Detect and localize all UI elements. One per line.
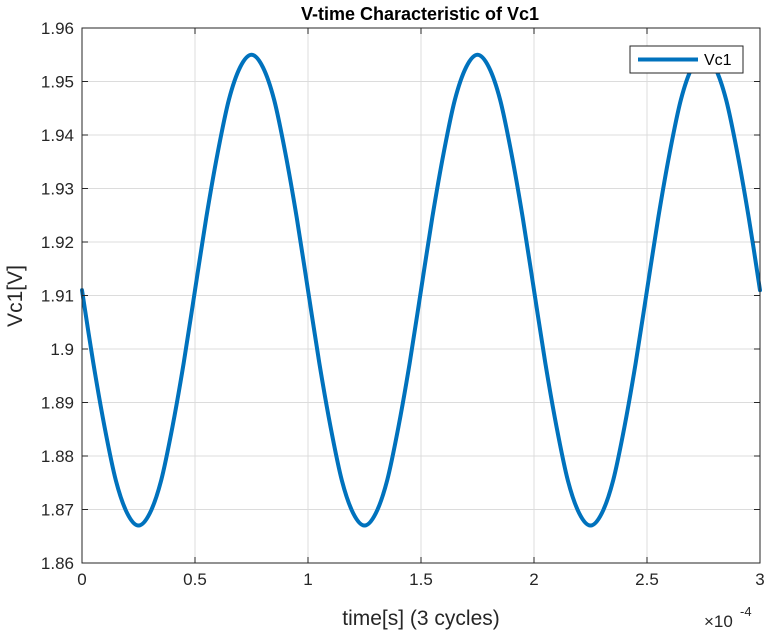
axis-ticks: 0 0.5 1 1.5 2 2.5 3 1.86 1.87 1.88 1.89 1.9 1.91 1.92… bbox=[41, 19, 765, 589]
y-tick-label: 1.9 bbox=[50, 340, 74, 359]
x-exponent-base: ×10 bbox=[704, 612, 733, 631]
y-tick-label: 1.89 bbox=[41, 394, 74, 413]
x-tick-label: 2.5 bbox=[635, 570, 659, 589]
x-axis-label: time[s] (3 cycles) bbox=[342, 607, 500, 630]
series-line-vc1 bbox=[80, 52, 762, 528]
legend-label-vc1: Vc1 bbox=[704, 52, 732, 69]
x-exponent-power: -4 bbox=[740, 604, 752, 619]
y-tick-label: 1.87 bbox=[41, 501, 74, 520]
x-tick-label: 0.5 bbox=[183, 570, 207, 589]
x-tick-label: 2 bbox=[529, 570, 538, 589]
x-axis-exponent: ×10 -4 bbox=[704, 604, 752, 631]
y-tick-label: 1.92 bbox=[41, 233, 74, 252]
x-tick-label: 1.5 bbox=[409, 570, 433, 589]
y-tick-label: 1.94 bbox=[41, 126, 74, 145]
series-layer bbox=[80, 52, 762, 528]
y-tick-label: 1.93 bbox=[41, 180, 74, 199]
chart-title: V-time Characteristic of Vc1 bbox=[301, 4, 539, 24]
y-tick-label: 1.95 bbox=[41, 73, 74, 92]
y-axis-label: Vc1[V] bbox=[4, 265, 27, 327]
y-tick-label: 1.96 bbox=[41, 19, 74, 38]
y-tick-label: 1.91 bbox=[41, 287, 74, 306]
x-tick-label: 1 bbox=[303, 570, 312, 589]
legend: Vc1 bbox=[629, 45, 744, 74]
y-tick-label: 1.88 bbox=[41, 447, 74, 466]
y-tick-label: 1.86 bbox=[41, 554, 74, 573]
x-tick-label: 3 bbox=[755, 570, 764, 589]
x-tick-label: 0 bbox=[77, 570, 86, 589]
